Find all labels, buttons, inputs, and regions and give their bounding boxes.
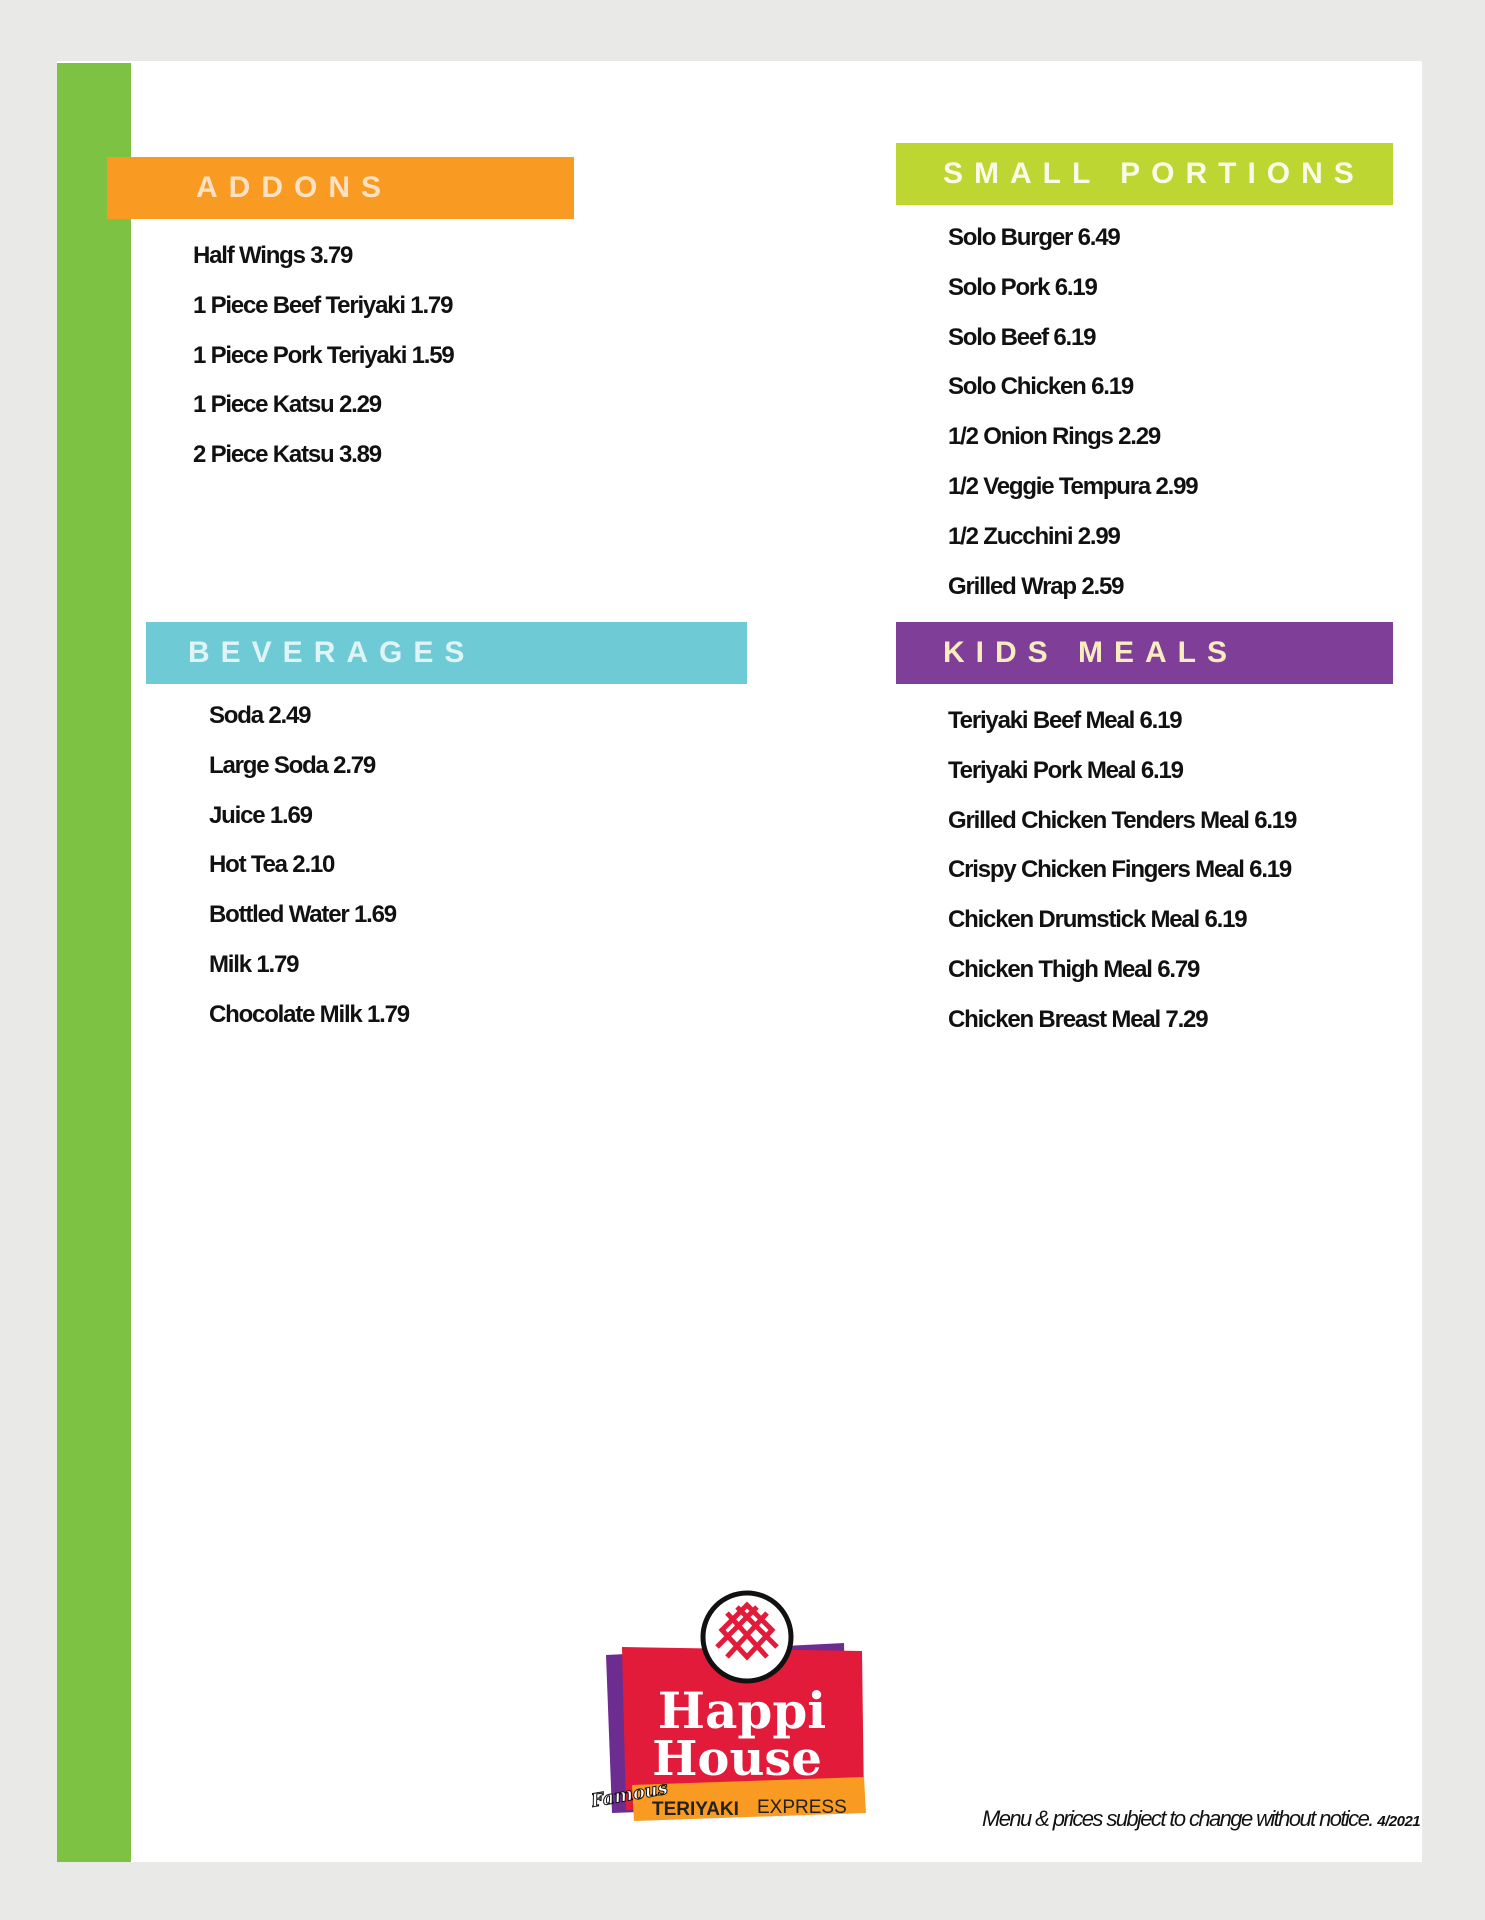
menu-item: 1 Piece Beef Teriyaki 1.79 xyxy=(193,291,453,319)
menu-item: Solo Pork 6.19 xyxy=(948,273,1098,301)
menu-item: Large Soda 2.79 xyxy=(209,751,376,779)
price-notice: Menu & prices subject to change without … xyxy=(982,1806,1421,1832)
logo-text-teriyaki: TERIYAKI xyxy=(652,1799,739,1820)
menu-item: Teriyaki Pork Meal 6.19 xyxy=(948,756,1184,784)
small-portions-header: SMALL PORTIONS xyxy=(896,143,1393,205)
menu-item: Bottled Water 1.69 xyxy=(209,901,397,929)
beverages-header: BEVERAGES xyxy=(146,622,747,684)
menu-item: 2 Piece Katsu 3.89 xyxy=(193,441,382,469)
menu-item: Chicken Thigh Meal 6.79 xyxy=(948,955,1200,983)
menu-item: Solo Beef 6.19 xyxy=(948,323,1096,351)
menu-item: Solo Burger 6.49 xyxy=(948,224,1121,251)
menu-item: Juice 1.69 xyxy=(209,801,313,829)
addons-list: Half Wings 3.79 1 Piece Beef Teriyaki 1.7… xyxy=(193,231,455,480)
menu-item: Grilled Wrap 2.59 xyxy=(948,572,1124,600)
menu-item: Chicken Breast Meal 7.29 xyxy=(948,1005,1209,1033)
small-portions-title: SMALL PORTIONS xyxy=(943,157,1365,190)
menu-item: 1/2 Zucchini 2.99 xyxy=(948,522,1121,550)
menu-item: Crispy Chicken Fingers Meal 6.19 xyxy=(948,856,1292,884)
menu-page xyxy=(57,61,1422,1862)
notice-text: Menu & prices subject to change without … xyxy=(982,1806,1374,1831)
sidebar-accent-bar xyxy=(57,63,131,1862)
menu-item: Soda 2.49 xyxy=(209,702,311,729)
menu-item: Hot Tea 2.10 xyxy=(209,851,335,879)
logo-text-house: House xyxy=(652,1731,822,1787)
menu-item: 1/2 Veggie Tempura 2.99 xyxy=(948,472,1199,500)
menu-item: Teriyaki Beef Meal 6.19 xyxy=(948,707,1183,734)
small-portions-list: Solo Burger 6.49 Solo Pork 6.19 Solo Beef … xyxy=(948,213,1199,611)
menu-item: Solo Chicken 6.19 xyxy=(948,373,1134,401)
notice-date: 4/2021 xyxy=(1377,1813,1421,1830)
menu-item: Milk 1.79 xyxy=(209,950,299,978)
kids-meals-header: KIDS MEALS xyxy=(896,622,1393,684)
logo-text-express: EXPRESS xyxy=(757,1797,847,1818)
menu-item: 1/2 Onion Rings 2.29 xyxy=(948,423,1161,451)
addons-header: ADDONS xyxy=(107,157,574,219)
menu-item: Chocolate Milk 1.79 xyxy=(209,1000,410,1028)
menu-item: Grilled Chicken Tenders Meal 6.19 xyxy=(948,806,1297,834)
menu-item: Half Wings 3.79 xyxy=(193,242,353,269)
logo-text-happi: Happi xyxy=(658,1681,827,1740)
menu-item: Chicken Drumstick Meal 6.19 xyxy=(948,906,1248,934)
kids-meals-title: KIDS MEALS xyxy=(943,636,1239,669)
beverages-title: BEVERAGES xyxy=(188,636,476,669)
menu-item: 1 Piece Katsu 2.29 xyxy=(193,391,382,419)
happi-house-logo: Happi House TERIYAKI EXPRESS Famous xyxy=(592,1590,866,1821)
addons-title: ADDONS xyxy=(196,171,393,204)
kids-meals-list: Teriyaki Beef Meal 6.19 Teriyaki Pork Mea… xyxy=(948,696,1297,1045)
menu-item: 1 Piece Pork Teriyaki 1.59 xyxy=(193,341,455,369)
beverages-list: Soda 2.49 Large Soda 2.79 Juice 1.69 Hot Te… xyxy=(209,691,410,1040)
